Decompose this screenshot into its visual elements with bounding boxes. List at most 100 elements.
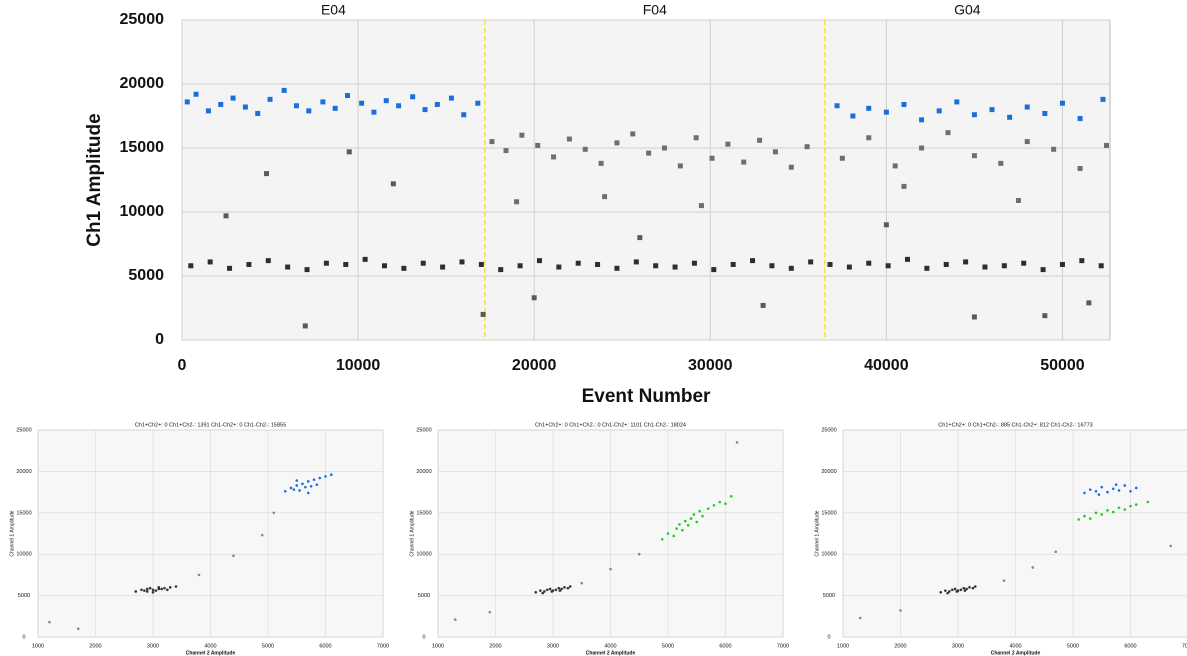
droplet [691, 260, 697, 266]
droplet [304, 485, 307, 489]
droplet [1021, 260, 1027, 266]
droplet [517, 263, 523, 269]
droplet [858, 616, 862, 620]
x-tick-label: 4000 [1009, 643, 1021, 649]
droplet [556, 264, 562, 270]
droplet [148, 586, 152, 590]
droplet [197, 573, 201, 577]
droplet [672, 534, 676, 538]
x-tick-label: 4000 [604, 643, 616, 649]
y-tick-label: 20000 [416, 469, 431, 475]
droplet [410, 94, 416, 100]
droplet [301, 482, 304, 486]
droplet [205, 108, 211, 114]
droplet [534, 590, 538, 594]
droplet [582, 146, 588, 152]
droplet [140, 588, 143, 592]
y-tick-label: 15000 [16, 510, 31, 516]
droplet [461, 112, 467, 118]
droplet [312, 478, 316, 481]
droplet [693, 135, 699, 141]
chart-title: Ch1+Ch2+: 0 Ch1+Ch2-: 885 Ch1-Ch2+: 812 … [938, 422, 1092, 428]
droplet [557, 586, 561, 590]
droplet [660, 537, 664, 541]
y-axis-label: Channel 1 Amplitude [409, 510, 415, 556]
droplet [575, 260, 581, 266]
droplet [1106, 490, 1109, 494]
droplet [954, 99, 960, 105]
droplet [188, 263, 194, 269]
droplet [541, 591, 544, 595]
droplet [560, 587, 563, 591]
droplet [420, 260, 426, 266]
droplet [174, 585, 178, 588]
droplet [750, 258, 756, 264]
droplet [539, 589, 542, 592]
droplet [272, 511, 276, 515]
droplet [1024, 139, 1030, 145]
droplet [324, 475, 327, 478]
droplet [711, 267, 717, 273]
droplet [672, 264, 678, 270]
well-label: F04 [643, 2, 667, 18]
x-tick-label: 10000 [336, 357, 381, 374]
droplet [545, 588, 549, 592]
x-axis-label: Channel 2 Amplitude [186, 650, 236, 656]
droplet [866, 135, 872, 141]
droplet [498, 267, 504, 273]
droplet [989, 107, 995, 113]
droplet [1086, 300, 1092, 306]
droplet [788, 164, 794, 170]
droplet [1100, 96, 1106, 102]
droplet [323, 260, 329, 266]
droplet [531, 295, 537, 301]
droplet [695, 520, 699, 524]
droplet [1111, 487, 1115, 491]
y-tick-label: 20000 [120, 75, 165, 92]
droplet [1042, 110, 1048, 116]
droplet [1059, 100, 1065, 106]
x-tick-label: 40000 [864, 357, 909, 374]
droplet [757, 137, 763, 143]
droplet [595, 261, 601, 267]
droplet [242, 104, 248, 110]
droplet [1123, 484, 1127, 487]
droplet [718, 500, 722, 504]
droplet [948, 590, 951, 593]
x-tick-label: 7000 [377, 643, 389, 649]
droplet [151, 590, 155, 594]
droplet [971, 586, 975, 590]
droplet [901, 101, 907, 107]
droplet [309, 485, 313, 488]
droplet [48, 620, 51, 624]
droplet [260, 533, 264, 537]
droplet [264, 171, 270, 177]
droplet [346, 149, 352, 155]
droplet [692, 513, 696, 516]
droplet [285, 264, 291, 270]
x-tick-label: 1000 [837, 643, 849, 649]
droplet [255, 110, 261, 116]
droplet [1083, 491, 1086, 495]
droplet [1024, 104, 1030, 110]
droplet [193, 91, 199, 97]
droplet [1100, 485, 1104, 489]
droplet [1146, 500, 1150, 504]
droplet [1123, 508, 1127, 511]
droplet [230, 95, 236, 101]
droplet [154, 589, 158, 592]
droplet [543, 590, 546, 593]
droplet [730, 261, 736, 267]
x-axis-label: Channel 2 Amplitude [586, 650, 636, 656]
x-tick-label: 50000 [1040, 357, 1085, 374]
droplet [973, 585, 977, 588]
droplet [919, 117, 925, 123]
droplet [637, 235, 643, 241]
droplet [390, 181, 396, 187]
droplet [1031, 566, 1035, 569]
y-tick-label: 15000 [120, 139, 165, 156]
droplet [646, 150, 652, 156]
droplet [383, 98, 389, 104]
droplet [661, 145, 667, 151]
